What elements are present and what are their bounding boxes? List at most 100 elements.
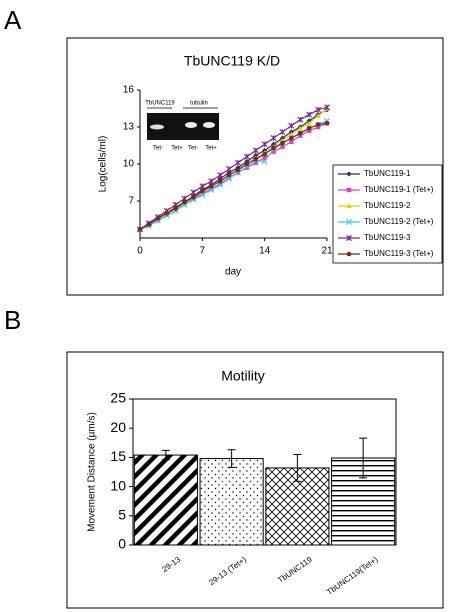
marker: [234, 159, 241, 166]
marker: [297, 125, 303, 131]
marker: [235, 167, 241, 173]
y-tick-label: 5: [118, 507, 126, 523]
chart-title: Motility: [221, 368, 265, 384]
marker: [199, 191, 206, 198]
marker: [324, 104, 330, 111]
marker: [226, 175, 233, 182]
marker: [209, 186, 214, 191]
panel-label: A: [4, 5, 22, 35]
marker: [261, 141, 268, 148]
inset-label: Tet+: [205, 146, 217, 152]
marker: [208, 186, 215, 193]
marker: [226, 172, 232, 178]
marker: [173, 206, 178, 211]
error-bar: [359, 437, 368, 479]
error-bar: [293, 453, 302, 482]
y-axis-label: Movement Distance (µm/s): [87, 412, 98, 532]
marker: [261, 158, 268, 165]
marker: [182, 199, 187, 205]
inset-label: Tet+: [171, 146, 183, 152]
y-tick-label: 13: [123, 122, 135, 133]
marker: [164, 211, 170, 216]
y-axis-label: Log(cells/ml): [98, 136, 109, 193]
marker: [244, 165, 250, 170]
legend-marker: [346, 235, 352, 241]
marker: [226, 175, 232, 180]
marker: [217, 181, 223, 186]
marker: [306, 125, 312, 131]
panel-frame: [66, 37, 444, 296]
marker: [244, 161, 250, 167]
marker: [208, 178, 215, 185]
marker: [315, 106, 322, 113]
marker: [200, 188, 205, 194]
marker: [288, 122, 295, 129]
series-line: [139, 122, 328, 230]
marker: [208, 183, 214, 189]
y-tick-label: 16: [123, 85, 135, 96]
inset-label: tubulin: [190, 101, 208, 107]
marker: [324, 121, 330, 126]
x-tick-label: 21: [321, 246, 333, 257]
legend-label: TbUNC119-1 (Tet+): [364, 185, 434, 194]
marker: [280, 144, 285, 149]
marker: [297, 130, 303, 136]
marker: [155, 215, 161, 221]
marker: [315, 113, 321, 118]
inset-label: Tet-: [153, 146, 163, 152]
x-tick-label: 14: [259, 246, 271, 257]
y-tick-label: 10: [123, 159, 135, 170]
marker: [252, 147, 259, 154]
legend-marker: [346, 203, 352, 209]
x-tick-label: 29-13: [160, 555, 182, 574]
marker: [262, 151, 267, 157]
marker: [315, 122, 321, 127]
legend-marker: [346, 219, 352, 225]
marker: [253, 160, 258, 165]
x-tick-label: 29-13 (Tet+): [207, 555, 248, 587]
marker: [289, 139, 294, 144]
panel-frame: [66, 351, 444, 609]
marker: [243, 153, 250, 160]
marker: [190, 189, 197, 196]
x-axis-label: day: [225, 267, 241, 278]
bar: [199, 458, 264, 546]
marker: [191, 195, 196, 200]
legend-label: TbUNC119-2: [364, 201, 411, 210]
legend-label: TbUNC119-2 (Tet+): [364, 217, 434, 226]
y-tick-label: 15: [110, 448, 126, 464]
marker: [288, 131, 294, 137]
gel-band: [185, 122, 197, 128]
legend-label: TbUNC119-3 (Tet+): [364, 249, 434, 258]
legend-marker: [346, 171, 352, 177]
plot-frame: [132, 398, 397, 546]
marker: [146, 222, 152, 227]
inset-label: Tet-: [188, 146, 198, 152]
marker: [270, 135, 277, 142]
x-tick-label: TbUNC119(Tet+): [325, 555, 380, 597]
marker: [279, 128, 286, 135]
legend-label: TbUNC119-3: [364, 233, 411, 242]
gel-band: [150, 124, 164, 130]
marker: [217, 181, 224, 188]
marker: [199, 183, 206, 190]
legend-marker: [346, 251, 352, 257]
series-line: [139, 106, 328, 230]
y-tick-label: 20: [110, 419, 126, 435]
marker: [271, 145, 276, 151]
marker: [217, 172, 224, 179]
marker: [306, 128, 312, 133]
marker: [217, 178, 223, 184]
panel-label: B: [4, 305, 21, 335]
marker: [137, 227, 143, 232]
marker: [289, 135, 294, 141]
legend-box: [332, 164, 443, 264]
y-tick-label: 25: [110, 390, 126, 406]
marker: [226, 165, 233, 172]
x-tick-label: 7: [200, 246, 206, 257]
marker: [280, 140, 285, 146]
error-bar: [161, 449, 170, 461]
y-tick-label: 0: [118, 536, 126, 552]
gel-band: [203, 122, 215, 128]
